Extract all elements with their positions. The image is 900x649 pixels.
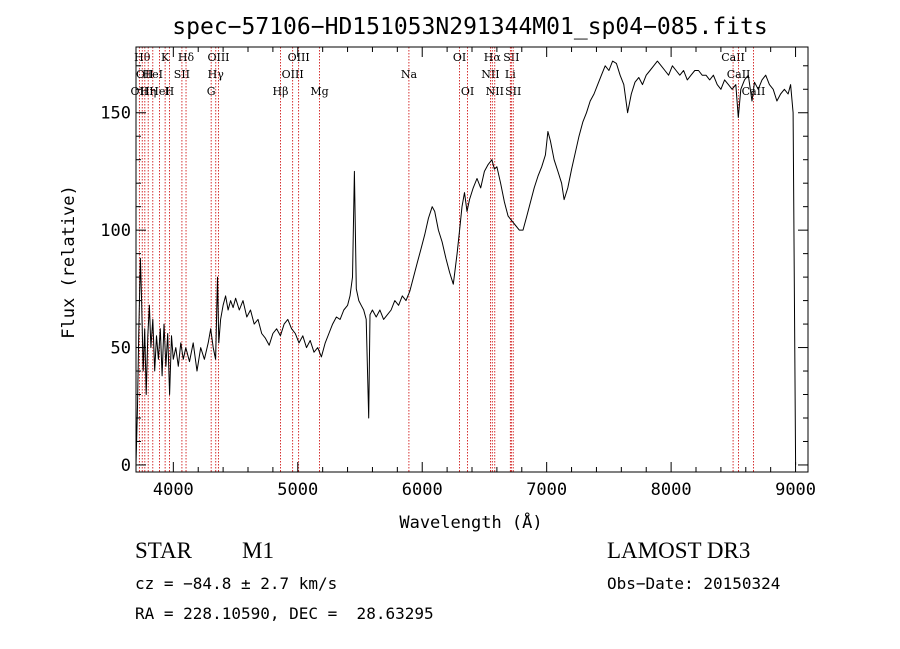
line-label-2-0: OII (136, 68, 154, 81)
line-label-14-0: OIII (282, 68, 304, 81)
line-label-0-0: OII (131, 85, 149, 98)
line-label-21-0: Hα (484, 51, 502, 64)
line-label-1-0: Hθ (134, 51, 151, 64)
line-label-13-0: Hβ (273, 85, 289, 98)
observation-date: Obs−Date: 20150324 (607, 574, 781, 593)
x-tick-label: 4000 (153, 480, 194, 500)
survey-name: LAMOST DR3 (607, 538, 751, 563)
redshift-cz: cz = −84.8 ± 2.7 km/s (135, 574, 338, 593)
line-label-9-0: Hδ (178, 51, 195, 64)
x-tick-label: 9000 (775, 480, 816, 500)
x-tick-label: 6000 (402, 480, 443, 500)
line-label-16-0: Mg (310, 85, 328, 98)
line-label-23-0: Li (505, 68, 516, 81)
object-subclass: M1 (242, 538, 274, 563)
y-tick-label: 50 (111, 339, 131, 359)
x-axis-label: Wavelength (Å) (399, 511, 542, 533)
line-label-18-0: OI (453, 51, 466, 64)
chart-title: spec−57106−HD151053N291344M01_sp04−085.f… (172, 14, 767, 40)
spectral-line-markers: OIIHθOIIHηHeIHeIKHSIIHδGHγOIIIHβOIIIOIII… (131, 47, 765, 472)
line-label-17-0: Na (401, 68, 418, 81)
x-tick-label: 7000 (526, 480, 567, 500)
spectrum-line-0 (135, 60, 797, 466)
plot-frame (135, 46, 809, 473)
line-label-15-0: OIII (288, 51, 310, 64)
line-label-4-0: HeI (143, 68, 163, 81)
line-label-8-0: SII (174, 68, 190, 81)
y-axis-label: Flux (relative) (59, 185, 79, 339)
x-tick-label: 5000 (277, 480, 318, 500)
line-label-3-0: Hη (140, 85, 156, 98)
y-tick-label: 150 (100, 104, 131, 124)
line-label-26-0: CaII (721, 51, 745, 64)
line-label-5-0: HeI (149, 85, 169, 98)
coordinates: RA = 228.10590, DEC = 28.63295 (135, 604, 434, 623)
line-label-7-0: H (165, 85, 175, 98)
line-label-10-0: G (207, 85, 216, 98)
axes: 4000 5000 6000 7000 8000 9000 0 50 100 150 (100, 47, 816, 500)
line-label-27-0: CaII (727, 68, 751, 81)
line-label-12-0: OIII (207, 51, 229, 64)
object-class: STAR (135, 538, 192, 563)
line-label-25-0: SII (505, 85, 521, 98)
line-label-6-0: K (161, 51, 170, 64)
y-tick-label: 0 (121, 456, 131, 476)
line-label-22-0: NII (486, 85, 504, 98)
spectrum-series (135, 60, 797, 466)
line-label-19-0: OI (461, 85, 474, 98)
line-label-20-0: NII (481, 68, 499, 81)
y-tick-label: 100 (100, 221, 131, 241)
line-label-24-0: SII (503, 51, 519, 64)
x-tick-label: 8000 (651, 480, 692, 500)
line-label-11-0: Hγ (208, 68, 225, 81)
